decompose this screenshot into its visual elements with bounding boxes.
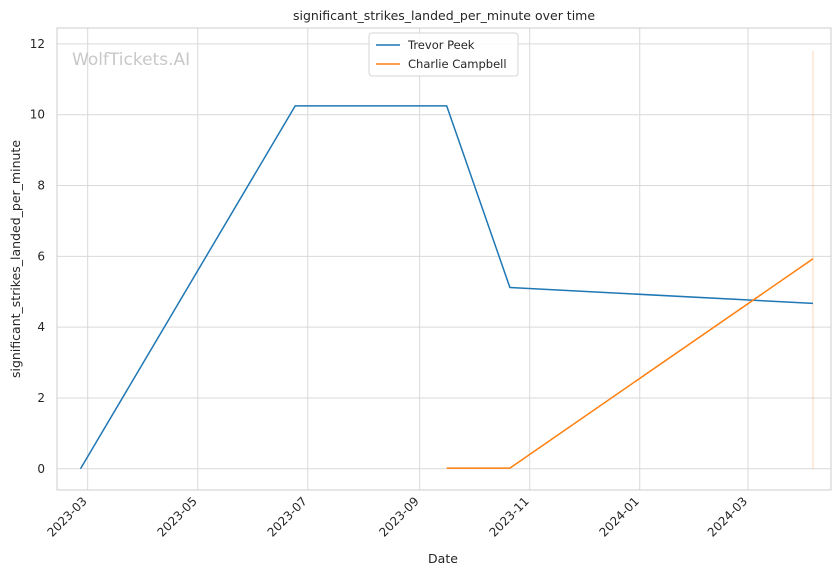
watermark: WolfTickets.AI <box>72 50 190 70</box>
legend-box <box>368 32 519 77</box>
series-line-charlie-campbell <box>446 258 814 469</box>
plot-frame <box>56 27 832 491</box>
grid <box>57 28 831 490</box>
y-tick-label: 2 <box>37 391 45 405</box>
series-line-trevor-peek <box>79 105 814 470</box>
series-layer <box>79 51 814 470</box>
chart-title: significant_strikes_landed_per_minute ov… <box>293 8 595 23</box>
y-tick-label: 4 <box>37 320 45 334</box>
legend-label-charlie-campbell: Charlie Campbell <box>408 57 507 71</box>
y-axis-label: significant_strikes_landed_per_minute <box>8 140 23 378</box>
y-tick-label: 10 <box>30 108 45 122</box>
plot-area <box>57 28 831 490</box>
y-tick-label: 8 <box>37 179 45 193</box>
legend: Trevor Peek Charlie Campbell <box>368 32 519 77</box>
y-tick-label: 6 <box>37 249 45 263</box>
y-tick-label: 12 <box>30 37 45 51</box>
legend-label-trevor-peek: Trevor Peek <box>407 38 475 52</box>
y-tick-label: 0 <box>37 462 45 476</box>
x-axis-label: Date <box>428 551 458 566</box>
